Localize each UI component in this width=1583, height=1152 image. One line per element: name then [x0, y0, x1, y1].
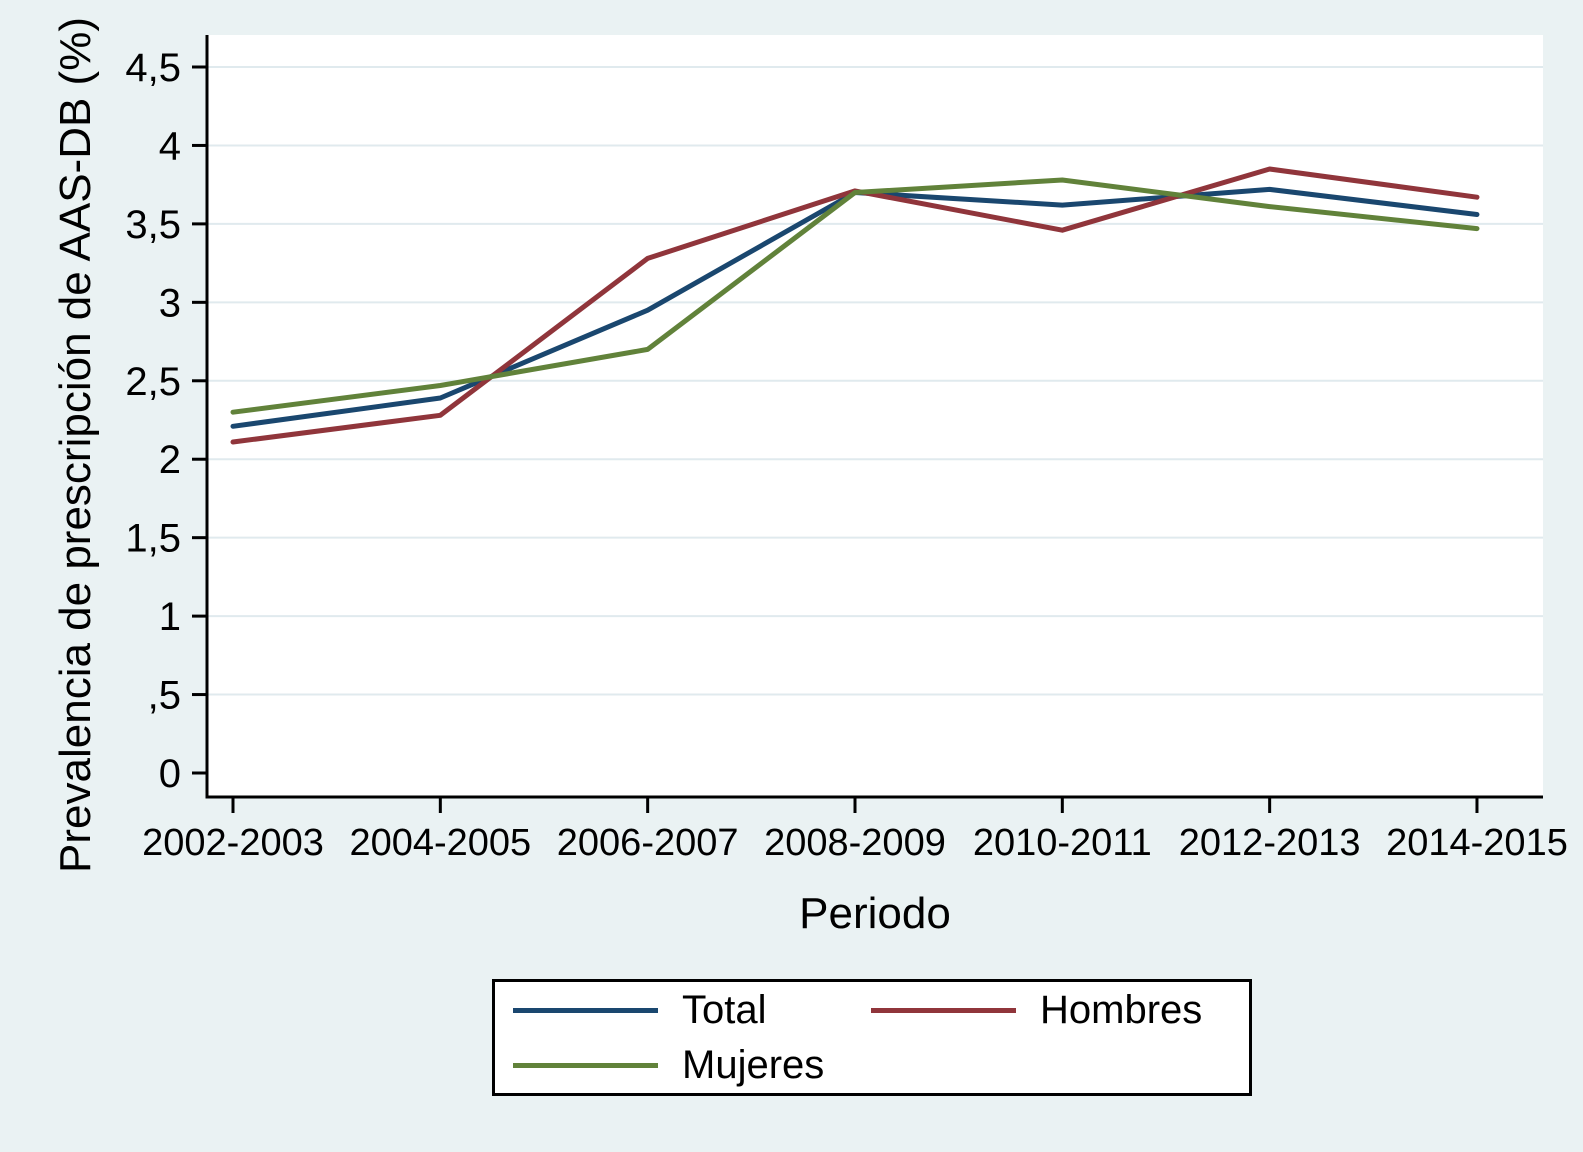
x-tick-label: 2012-2013: [1179, 822, 1361, 864]
x-axis-title: Periodo: [799, 889, 951, 938]
x-tick-label: 2010-2011: [973, 822, 1152, 864]
x-tick-label: 2006-2007: [557, 822, 739, 864]
y-tick-label: 4,5: [125, 46, 181, 90]
mujeres-line-swatch: [513, 1062, 658, 1068]
x-ticks-group: 2002-2003 2004-2005 2006-2007 2008-2009 2010…: [142, 797, 1568, 864]
y-tick-label: 0: [159, 752, 181, 796]
x-tick-label: 2008-2009: [764, 822, 946, 864]
legend-item-hombres: Hombres: [871, 988, 1249, 1033]
y-tick-label: 3,5: [125, 203, 181, 247]
legend-label-mujeres: Mujeres: [682, 1042, 825, 1087]
x-tick-label: 2014-2015: [1386, 822, 1568, 864]
y-tick-label: 4: [159, 124, 181, 168]
x-tick-label: 2004-2005: [349, 822, 531, 864]
y-tick-label: ,5: [148, 674, 181, 718]
plot-area: [207, 35, 1543, 797]
legend-item-total: Total: [513, 988, 871, 1033]
gridlines-group: [207, 65, 1543, 696]
y-axis-title: Prevalencia de prescripción de AAS-DB (%…: [51, 17, 100, 873]
y-tick-label: 2: [159, 438, 181, 482]
series-line-mujeres: [230, 177, 1480, 415]
legend: Total Hombres Mujeres: [492, 979, 1252, 1096]
x-tick-label: 2002-2003: [142, 822, 324, 864]
series-lines-group: [230, 166, 1480, 445]
total-line-swatch: [513, 1007, 658, 1013]
axes-group: [205, 35, 1543, 799]
y-tick-label: 3: [159, 281, 181, 325]
y-tick-label: 2,5: [125, 360, 181, 404]
legend-label-hombres: Hombres: [1040, 987, 1203, 1032]
legend-label-total: Total: [682, 987, 767, 1032]
legend-item-mujeres: Mujeres: [513, 1043, 871, 1088]
y-tick-label: 1: [159, 595, 181, 639]
y-ticks-group: 0 ,5 1 1,5 2 2,5 3 3,5 4 4,5: [125, 46, 207, 796]
y-tick-label: 1,5: [125, 517, 181, 561]
hombres-line-swatch: [871, 1007, 1016, 1013]
